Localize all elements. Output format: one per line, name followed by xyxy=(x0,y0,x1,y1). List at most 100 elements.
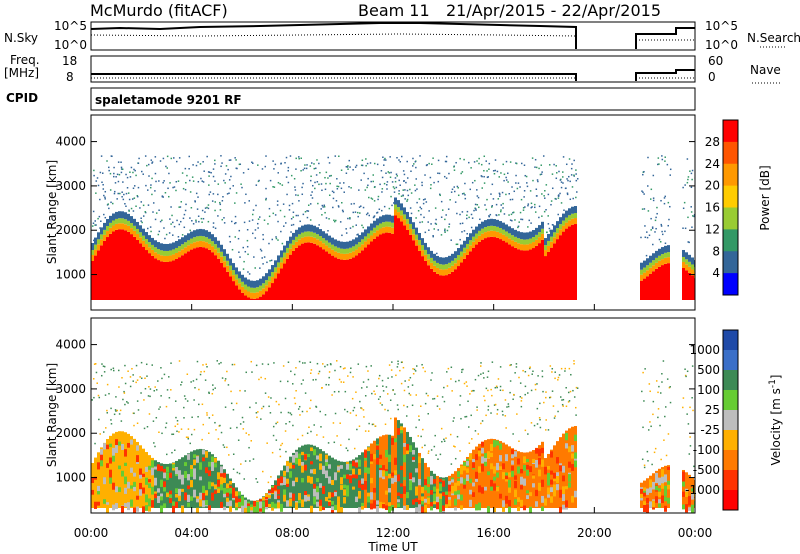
velocity-cell xyxy=(565,500,568,508)
power-cell xyxy=(217,252,220,259)
velocity-cell xyxy=(508,487,511,493)
velocity-cell xyxy=(688,496,691,502)
power-cell xyxy=(205,237,208,243)
velocity-cell xyxy=(325,454,328,460)
power-cell xyxy=(650,217,652,220)
velocity-cell xyxy=(550,487,553,493)
velocity-cell xyxy=(127,502,130,511)
power-cell xyxy=(436,267,439,274)
power-cell xyxy=(154,247,157,253)
velocity-cell xyxy=(91,478,94,484)
velocity-cell xyxy=(480,362,482,364)
velocity-cell xyxy=(98,396,101,399)
power-cell xyxy=(103,240,106,300)
velocity-cell xyxy=(454,491,457,495)
velocity-cell xyxy=(376,505,379,513)
power-cell xyxy=(397,200,400,208)
velocity-cell xyxy=(527,433,529,435)
power-cell xyxy=(400,195,403,197)
colorbar-tick-label: 24 xyxy=(705,157,720,171)
power-cell xyxy=(232,263,235,271)
power-cell xyxy=(459,222,462,225)
nave-tick-top: 60 xyxy=(708,54,723,68)
velocity-cell xyxy=(292,455,295,463)
velocity-cell xyxy=(387,377,389,379)
power-cell xyxy=(139,243,142,300)
power-cell xyxy=(110,155,113,157)
power-cell xyxy=(138,157,140,160)
velocity-cell xyxy=(135,381,137,384)
velocity-cell xyxy=(421,446,423,449)
power-cell xyxy=(684,227,687,230)
velocity-cell xyxy=(103,443,106,450)
power-cell xyxy=(545,184,548,186)
power-cell xyxy=(422,198,425,201)
velocity-cell xyxy=(574,452,577,460)
power-cell xyxy=(202,247,205,300)
power-cell xyxy=(664,195,667,198)
power-cell xyxy=(455,243,458,246)
velocity-cell xyxy=(103,496,106,502)
power-cell xyxy=(490,225,493,231)
velocity-cell xyxy=(155,389,158,391)
power-cell xyxy=(307,224,310,232)
velocity-cell xyxy=(102,365,105,367)
velocity-cell xyxy=(448,483,451,492)
velocity-cell xyxy=(499,466,502,471)
power-cell xyxy=(669,168,672,171)
velocity-cell xyxy=(127,433,130,508)
colorbar-swatch xyxy=(723,350,738,371)
velocity-cell xyxy=(511,448,514,508)
velocity-cell xyxy=(358,480,361,488)
power-cell xyxy=(147,227,149,230)
power-cell xyxy=(661,259,664,266)
power-cell xyxy=(517,226,519,229)
power-cell xyxy=(92,210,95,213)
power-cell xyxy=(367,233,370,239)
velocity-cell xyxy=(517,451,520,508)
power-cell xyxy=(160,261,163,300)
velocity-cell xyxy=(642,371,644,374)
velocity-cell xyxy=(196,360,199,363)
velocity-cell xyxy=(127,495,130,501)
power-cell xyxy=(372,180,374,183)
power-cell xyxy=(527,204,529,207)
velocity-cell xyxy=(163,468,166,473)
velocity-cell xyxy=(472,449,475,508)
colorbar-swatch xyxy=(723,490,738,511)
power-cell xyxy=(199,163,202,165)
velocity-cell xyxy=(386,393,389,395)
velocity-cell xyxy=(367,492,370,498)
power-cell xyxy=(310,162,313,164)
power-cell xyxy=(101,181,103,184)
velocity-cell xyxy=(487,471,490,476)
power-cell xyxy=(547,215,549,217)
power-cell xyxy=(125,205,127,207)
velocity-cell xyxy=(316,501,319,507)
velocity-cell xyxy=(514,489,517,498)
power-cell xyxy=(505,193,507,196)
power-cell xyxy=(220,244,223,252)
velocity-cell xyxy=(244,499,247,508)
power-cell xyxy=(94,255,97,300)
power-cell xyxy=(235,274,238,280)
power-cell xyxy=(277,267,280,274)
velocity-cell xyxy=(340,479,343,485)
power-cell xyxy=(685,270,688,300)
power-cell xyxy=(463,252,466,259)
velocity-cell xyxy=(339,365,342,368)
velocity-cell xyxy=(277,495,280,499)
power-cell xyxy=(112,175,115,178)
power-cell xyxy=(517,225,520,228)
velocity-cell xyxy=(443,438,445,441)
velocity-cell xyxy=(405,415,408,417)
velocity-cell xyxy=(496,386,498,389)
velocity-cell xyxy=(370,443,373,508)
power-cell xyxy=(530,222,532,224)
velocity-cell xyxy=(310,461,313,465)
velocity-cell xyxy=(573,360,575,362)
power-cell xyxy=(690,172,693,175)
velocity-cell xyxy=(458,379,460,382)
power-cell xyxy=(661,265,664,300)
power-cell xyxy=(517,249,520,300)
